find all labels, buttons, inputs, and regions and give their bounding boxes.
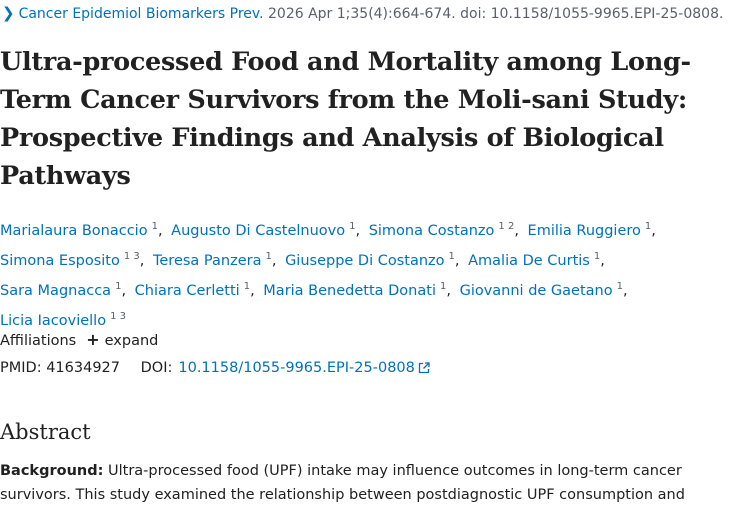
pmid-value: 41634927: [46, 360, 121, 376]
author-link[interactable]: Sara Magnacca: [0, 283, 112, 299]
journal-link[interactable]: Cancer Epidemiol Biomarkers Prev.: [18, 6, 264, 22]
affiliation-ref[interactable]: 1: [115, 281, 122, 292]
identifiers: PMID: 41634927 DOI: 10.1158/1055-9965.EPI…: [0, 358, 430, 378]
author-row: Marialaura Bonaccio 1, Augusto Di Casteln…: [0, 221, 656, 239]
affiliation-ref[interactable]: 1: [349, 221, 356, 232]
abstract-heading: Abstract: [0, 420, 91, 444]
plus-icon: +: [86, 330, 100, 349]
abstract-background: Background: Ultra-processed food (UPF) i…: [0, 459, 715, 507]
affiliation-ref[interactable]: 1 3: [110, 311, 126, 322]
citation-details: 2026 Apr 1;35(4):664-674. doi: 10.1158/1…: [268, 6, 724, 22]
doi-value[interactable]: 10.1158/1055-9965.EPI-25-0808: [178, 360, 415, 376]
affiliation-ref[interactable]: 1: [616, 281, 623, 292]
author-row: Simona Esposito 1 3, Teresa Panzera 1, Giu…: [0, 251, 605, 269]
article-title: Ultra-processed Food and Mortality among…: [0, 47, 691, 191]
affiliation-ref[interactable]: 1: [439, 281, 447, 292]
author-link[interactable]: Simona Esposito: [0, 253, 120, 269]
affiliation-ref[interactable]: 1: [593, 251, 601, 262]
doi-label: DOI:: [140, 360, 173, 376]
doi-link[interactable]: 10.1158/1055-9965.EPI-25-0808: [178, 360, 430, 376]
author-link[interactable]: Giuseppe Di Costanzo: [285, 253, 445, 269]
author-row: Sara Magnacca 1, Chiara Cerletti 1, Maria …: [0, 281, 628, 299]
author-link[interactable]: Emilia Ruggiero: [527, 223, 641, 239]
author-link[interactable]: Teresa Panzera: [152, 253, 262, 269]
author-link[interactable]: Chiara Cerletti: [134, 283, 240, 299]
expand-label: expand: [104, 333, 159, 349]
author-link[interactable]: Giovanni de Gaetano: [459, 283, 613, 299]
author-link[interactable]: Licia Iacoviello: [0, 313, 107, 329]
author-link[interactable]: Maria Benedetta Donati: [263, 283, 436, 299]
author-link[interactable]: Simona Costanzo: [368, 223, 495, 239]
affiliation-ref[interactable]: 1: [243, 281, 251, 292]
affiliations-toggle[interactable]: Affiliations + expand: [0, 330, 158, 351]
affiliation-ref[interactable]: 1 2: [498, 221, 515, 232]
affiliations-label: Affiliations: [0, 333, 77, 349]
affiliation-ref[interactable]: 1: [644, 221, 652, 232]
affiliation-ref[interactable]: 1: [151, 221, 158, 232]
author-link[interactable]: Amalia De Curtis: [468, 253, 590, 269]
author-link[interactable]: Augusto Di Castelnuovo: [171, 223, 346, 239]
background-text: Ultra-processed food (UPF) intake may in…: [0, 463, 685, 503]
affiliation-ref[interactable]: 1 3: [123, 251, 140, 262]
background-label: Background:: [0, 463, 104, 479]
author-list: Marialaura Bonaccio 1, Augusto Di Casteln…: [0, 214, 715, 334]
citation-line: ❯ Cancer Epidemiol Biomarkers Prev. 2026 …: [2, 4, 723, 23]
external-link-icon: [418, 362, 430, 374]
affiliation-ref[interactable]: 1: [265, 251, 272, 262]
pmid-label: PMID:: [0, 360, 42, 376]
chevron-right-icon[interactable]: ❯: [2, 4, 15, 22]
author-link[interactable]: Marialaura Bonaccio: [0, 223, 148, 239]
affiliation-ref[interactable]: 1: [448, 251, 455, 262]
author-row: Licia Iacoviello 1 3: [0, 304, 715, 334]
